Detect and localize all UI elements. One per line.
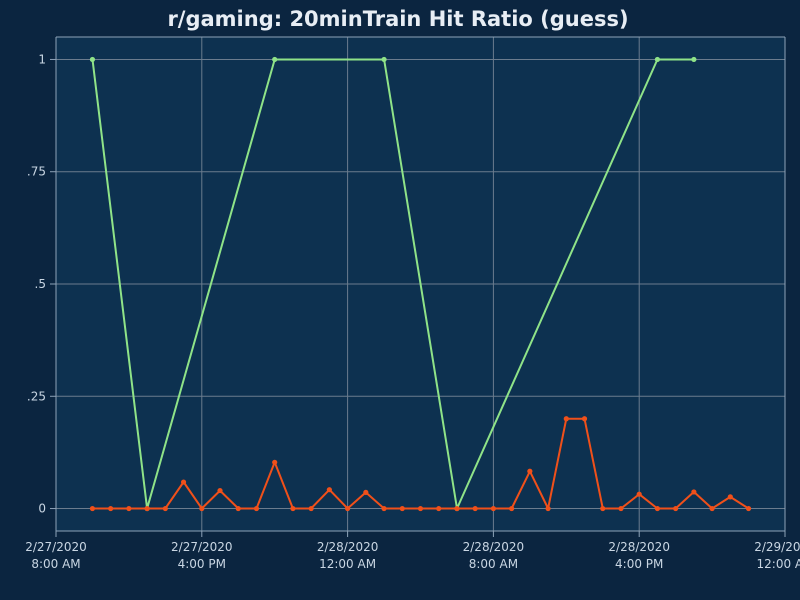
data-point xyxy=(618,505,624,512)
x-tick-label: 2/28/2020 12:00 AM xyxy=(317,540,379,571)
x-tick-time: 12:00 AM xyxy=(319,557,376,571)
data-point xyxy=(144,505,150,512)
x-tick-time: 8:00 AM xyxy=(31,557,80,571)
data-point xyxy=(235,505,241,512)
data-point xyxy=(217,487,223,494)
data-point xyxy=(654,56,661,63)
data-point xyxy=(636,491,642,497)
data-point xyxy=(436,505,442,512)
data-point xyxy=(290,505,296,512)
data-point xyxy=(345,505,351,512)
x-tick-date: 2/27/2020 xyxy=(25,540,87,554)
data-point xyxy=(417,505,424,512)
data-point xyxy=(509,505,515,512)
data-point xyxy=(472,505,478,512)
chart-title: r/gaming: 20minTrain Hit Ratio (guess) xyxy=(167,7,628,31)
data-point xyxy=(545,505,551,512)
data-point xyxy=(563,416,569,422)
data-point xyxy=(654,505,661,512)
x-tick-label: 2/28/2020 4:00 PM xyxy=(608,540,670,571)
data-point xyxy=(162,505,168,512)
x-tick-date: 2/28/2020 xyxy=(317,540,379,554)
x-tick-time: 8:00 AM xyxy=(469,557,518,571)
data-point xyxy=(89,56,96,63)
y-tick-label: .25 xyxy=(27,389,46,403)
data-point xyxy=(253,505,260,512)
x-tick-time: 4:00 PM xyxy=(178,557,226,571)
data-point xyxy=(126,505,132,512)
data-point xyxy=(527,468,533,474)
x-tick-label: 2/29/2020 12:00 AM xyxy=(754,540,800,571)
data-point xyxy=(272,459,278,465)
data-point xyxy=(363,489,369,495)
data-point xyxy=(673,505,679,512)
x-tick-time: 4:00 PM xyxy=(615,557,663,571)
series-1 xyxy=(89,416,752,512)
x-tick-label: 2/27/2020 4:00 PM xyxy=(171,540,233,571)
data-point xyxy=(108,505,114,512)
y-tick-label: 0 xyxy=(38,502,46,516)
data-point xyxy=(308,505,314,512)
data-point xyxy=(581,416,588,422)
data-point xyxy=(199,505,205,512)
data-point xyxy=(709,505,715,512)
data-point xyxy=(272,56,278,63)
data-point xyxy=(399,505,405,512)
y-tick-label: .75 xyxy=(27,165,46,179)
data-point xyxy=(326,487,332,493)
data-point xyxy=(727,494,733,500)
x-tick-date: 2/29/2020 xyxy=(754,540,800,554)
data-point xyxy=(180,479,187,485)
data-point xyxy=(490,505,496,512)
data-point xyxy=(89,505,96,512)
x-tick-time: 12:00 AM xyxy=(757,557,800,571)
x-tick-date: 2/28/2020 xyxy=(608,540,670,554)
y-tick-label: 1 xyxy=(38,52,46,66)
x-tick-date: 2/28/2020 xyxy=(463,540,525,554)
data-point xyxy=(381,505,387,512)
data-point xyxy=(600,505,606,512)
x-tick-label: 2/27/2020 8:00 AM xyxy=(25,540,87,571)
data-point xyxy=(691,489,697,495)
y-tick-label: .5 xyxy=(35,277,46,291)
data-point xyxy=(381,56,387,63)
x-tick-date: 2/27/2020 xyxy=(171,540,233,554)
data-point xyxy=(691,56,697,63)
data-point xyxy=(745,505,752,512)
x-tick-label: 2/28/2020 8:00 AM xyxy=(463,540,525,571)
data-point xyxy=(454,505,460,512)
plot-area: 0 .25 .5 .75 1 2/27/2020 8:00 AM 2/27/2020 4:00 … xyxy=(25,36,800,571)
